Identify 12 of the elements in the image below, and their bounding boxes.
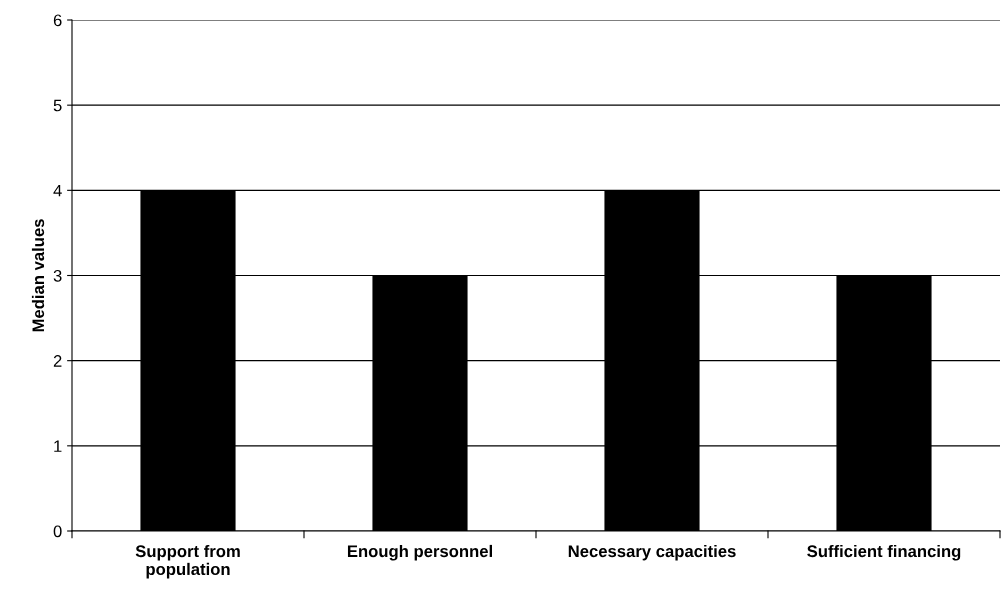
y-tick-label: 0 (53, 525, 62, 538)
y-tick-label: 5 (53, 99, 62, 112)
x-tick-label: Support from population (135, 544, 240, 579)
y-tick-label: 4 (53, 184, 62, 197)
x-tick-label: Enough personnel (347, 544, 492, 561)
x-tick-label: Sufficient financing (807, 544, 961, 561)
y-tick-label: 2 (53, 355, 62, 367)
y-axis-title: Median values (31, 219, 45, 332)
y-tick-label: 6 (53, 14, 62, 27)
x-tick-label: Necessary capacities (568, 544, 736, 561)
y-tick-label: 3 (53, 269, 62, 282)
y-tick-label: 1 (54, 440, 62, 452)
